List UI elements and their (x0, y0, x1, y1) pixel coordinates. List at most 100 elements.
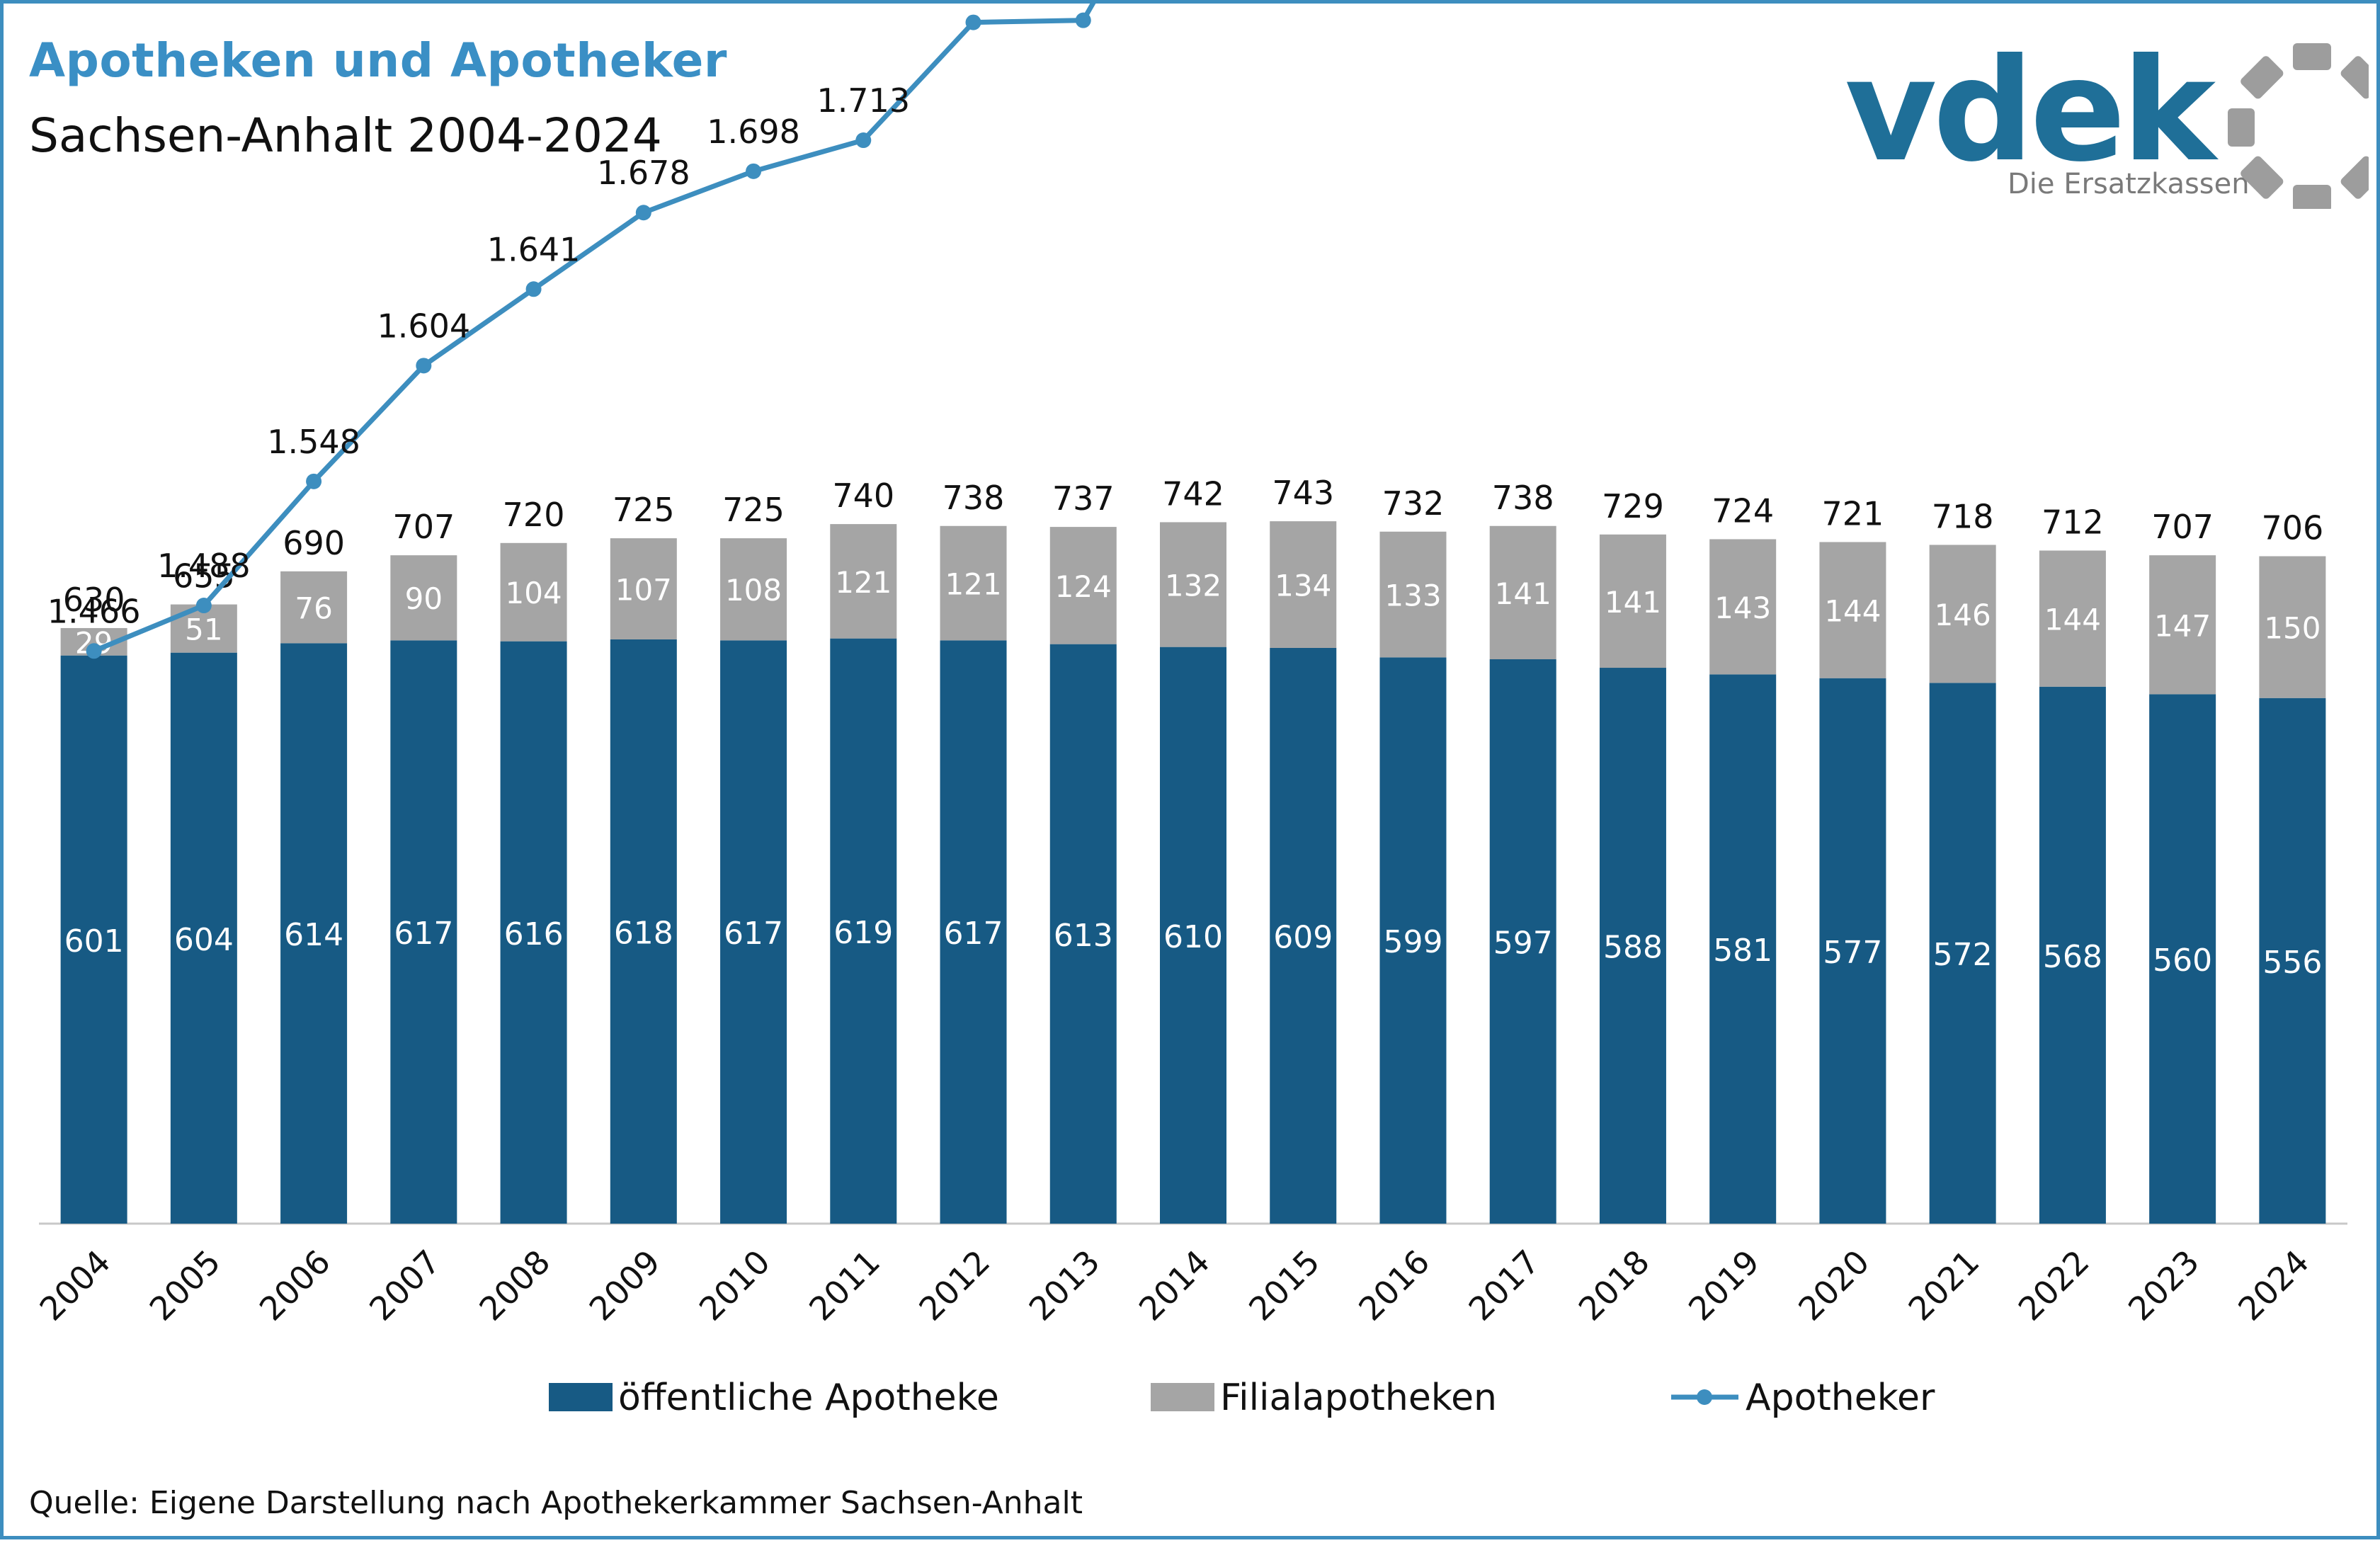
bar-filialapotheken (1270, 521, 1337, 648)
label-apotheker: 1.604 (377, 307, 470, 345)
bar-filialapotheken (1160, 522, 1226, 647)
x-tick-label: 2019 (1681, 1243, 1767, 1328)
label-oeffentliche-apotheke: 617 (394, 916, 453, 952)
x-tick-label: 2016 (1351, 1243, 1437, 1328)
label-total: 725 (722, 491, 785, 529)
label-apotheker: 1.548 (267, 423, 360, 461)
point-apotheker (525, 281, 542, 297)
point-apotheker (195, 598, 212, 614)
bar-oeffentliche-apotheke (940, 640, 1007, 1224)
label-oeffentliche-apotheke: 604 (174, 922, 234, 958)
label-total: 707 (392, 508, 455, 546)
label-apotheker: 1.713 (816, 81, 910, 120)
bar-oeffentliche-apotheke (60, 655, 127, 1224)
label-oeffentliche-apotheke: 568 (2043, 939, 2102, 975)
label-filialapotheken: 121 (945, 567, 1001, 602)
label-filialapotheken: 51 (185, 613, 222, 647)
x-tick-label: 2014 (1132, 1243, 1217, 1328)
x-tick-label: 2012 (911, 1243, 997, 1328)
bar-oeffentliche-apotheke (390, 640, 457, 1224)
bar-filialapotheken (1929, 545, 1996, 683)
bar-filialapotheken (940, 525, 1007, 641)
label-filialapotheken: 124 (1055, 569, 1112, 604)
x-tick-label: 2010 (692, 1243, 778, 1328)
legend-label-filialapotheken: Filialapotheken (1220, 1377, 1497, 1419)
label-total: 742 (1162, 474, 1224, 513)
label-apotheker: 1.678 (597, 154, 690, 192)
bar-filialapotheken (1819, 542, 1886, 678)
legend-marker-apotheker (1697, 1389, 1712, 1405)
logo-tagline: Die Ersatzkassen (2008, 168, 2250, 200)
label-total: 720 (503, 496, 565, 534)
line-series-group: 1.466 1.488 1.548 1.604 1.641 1.678 1.698 1.713… (47, 4, 1096, 659)
label-filialapotheken: 90 (405, 581, 443, 616)
bar-filialapotheken (1489, 525, 1556, 660)
logo-ring-segment (2340, 56, 2369, 99)
point-apotheker (746, 163, 762, 179)
label-oeffentliche-apotheke: 599 (1383, 924, 1442, 960)
label-total: 725 (613, 491, 675, 529)
bars-group: 6012963060451655614766906179070761610472… (60, 474, 2326, 1224)
legend-swatch-filialapotheken (1151, 1383, 1214, 1411)
point-apotheker (855, 132, 872, 149)
label-filialapotheken: 121 (835, 565, 892, 600)
label-filialapotheken: 76 (295, 591, 332, 626)
label-filialapotheken: 133 (1384, 579, 1441, 613)
x-tick-label: 2007 (362, 1243, 448, 1328)
label-filialapotheken: 141 (1495, 576, 1551, 611)
label-oeffentliche-apotheke: 616 (504, 916, 564, 952)
bar-oeffentliche-apotheke (830, 638, 897, 1224)
bar-oeffentliche-apotheke (1270, 647, 1337, 1224)
x-tick-label: 2017 (1462, 1243, 1547, 1328)
bar-oeffentliche-apotheke (1599, 668, 1666, 1224)
label-total: 732 (1382, 484, 1445, 523)
bar-oeffentliche-apotheke (2149, 694, 2216, 1224)
logo-ring-segment (2293, 185, 2331, 209)
label-oeffentliche-apotheke: 609 (1273, 919, 1333, 955)
bar-oeffentliche-apotheke (2259, 698, 2326, 1224)
label-filialapotheken: 143 (1714, 591, 1771, 625)
bar-oeffentliche-apotheke (720, 640, 787, 1224)
x-tick-label: 2006 (252, 1243, 338, 1328)
label-filialapotheken: 104 (505, 576, 562, 610)
chart-subtitle: Sachsen-Anhalt 2004-2024 (29, 108, 662, 163)
label-total: 738 (943, 479, 1005, 517)
point-apotheker (86, 643, 102, 659)
label-oeffentliche-apotheke: 610 (1163, 919, 1223, 955)
bar-filialapotheken (2259, 556, 2326, 698)
x-tick-label: 2020 (1791, 1243, 1877, 1328)
logo-ring-segment (2228, 108, 2255, 147)
label-total: 718 (1932, 497, 1994, 535)
bar-filialapotheken (1379, 531, 1447, 658)
x-tick-label: 2021 (1901, 1243, 1986, 1328)
legend: öffentliche Apotheke Filialapotheken Apoth… (549, 1377, 1935, 1419)
legend-label-oeffentliche-apotheke: öffentliche Apotheke (618, 1377, 999, 1419)
label-total: 740 (832, 477, 894, 515)
label-total: 724 (1712, 491, 1774, 530)
label-oeffentliche-apotheke: 618 (614, 915, 673, 951)
label-filialapotheken: 132 (1165, 569, 1222, 603)
bar-oeffentliche-apotheke (280, 643, 348, 1224)
x-tick-labels: 2004 2005 2006 2007 2008 2009 2010 2011 2012 2013… (32, 1243, 2316, 1328)
bar-oeffentliche-apotheke (170, 652, 237, 1224)
x-tick-label: 2005 (142, 1243, 228, 1328)
label-oeffentliche-apotheke: 617 (944, 916, 1003, 952)
label-oeffentliche-apotheke: 601 (64, 923, 124, 960)
x-tick-label: 2009 (582, 1243, 668, 1328)
point-apotheker (306, 473, 322, 489)
bar-filialapotheken (720, 538, 787, 641)
bar-filialapotheken (610, 538, 677, 639)
label-total: 690 (283, 524, 345, 562)
label-filialapotheken: 147 (2154, 608, 2211, 643)
label-oeffentliche-apotheke: 588 (1603, 930, 1663, 966)
bar-oeffentliche-apotheke (1049, 644, 1117, 1224)
bar-oeffentliche-apotheke (500, 641, 567, 1224)
point-apotheker (965, 14, 981, 30)
label-filialapotheken: 146 (1935, 598, 1991, 632)
logo-ring-segment (2340, 156, 2369, 199)
label-oeffentliche-apotheke: 560 (2153, 943, 2212, 979)
legend-swatch-oeffentliche-apotheke (549, 1383, 613, 1411)
label-oeffentliche-apotheke: 619 (833, 915, 893, 951)
x-tick-label: 2022 (2011, 1243, 2097, 1328)
bar-filialapotheken (1709, 539, 1777, 675)
